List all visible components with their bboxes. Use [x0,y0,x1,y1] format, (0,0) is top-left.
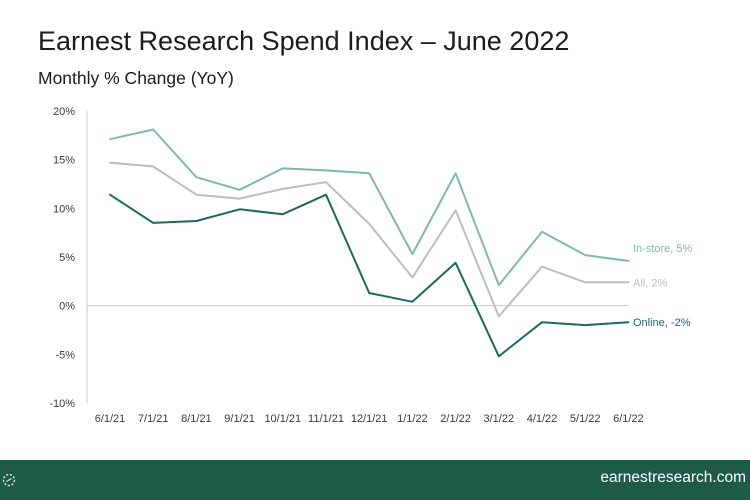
x-tick-label: 2/1/22 [440,413,471,425]
y-tick-label: 5% [59,252,75,264]
series-line-instore [109,128,630,287]
x-tick-label: 5/1/22 [570,413,601,425]
x-tick-label: 11/1/21 [308,413,344,425]
chart-subtitle: Monthly % Change (YoY) [38,68,234,88]
y-tick-label: -10% [49,398,75,410]
x-tick-label: 6/1/21 [95,413,126,425]
y-tick-label: 15% [53,155,75,167]
x-tick-label: 9/1/21 [224,413,255,425]
x-tick-label: 12/1/21 [351,413,388,425]
page-title: Earnest Research Spend Index – June 2022 [38,26,570,56]
y-tick-label: 0% [59,301,75,313]
x-tick-label: 6/1/22 [613,413,644,425]
x-tick-label: 8/1/21 [181,413,212,425]
series-label-online: Online, -2% [633,317,691,329]
y-tick-label: -5% [55,349,75,361]
x-tick-label: 3/1/22 [484,413,515,425]
y-tick-label: 20% [53,106,75,118]
series-line-online [109,193,630,358]
x-tick-label: 1/1/22 [397,413,428,425]
footer-url-link[interactable]: earnestresearch.com [600,469,746,486]
x-tick-label: 10/1/21 [264,413,301,425]
y-tick-label: 10% [53,203,75,215]
x-tick-label: 7/1/21 [138,413,169,425]
footer-bar: earnestresearch.com [0,460,750,500]
line-chart: 20% 15% 10% 5% 0% -5% -10% 6/1/21 7/1/21 8/1/21 9/… [49,106,693,425]
series-line-all [109,161,630,318]
series-label-instore: In-store, 5% [633,243,693,255]
earnest-logo-icon [2,473,16,487]
x-tick-label: 4/1/22 [527,413,558,425]
series-label-all: All, 2% [633,277,667,289]
